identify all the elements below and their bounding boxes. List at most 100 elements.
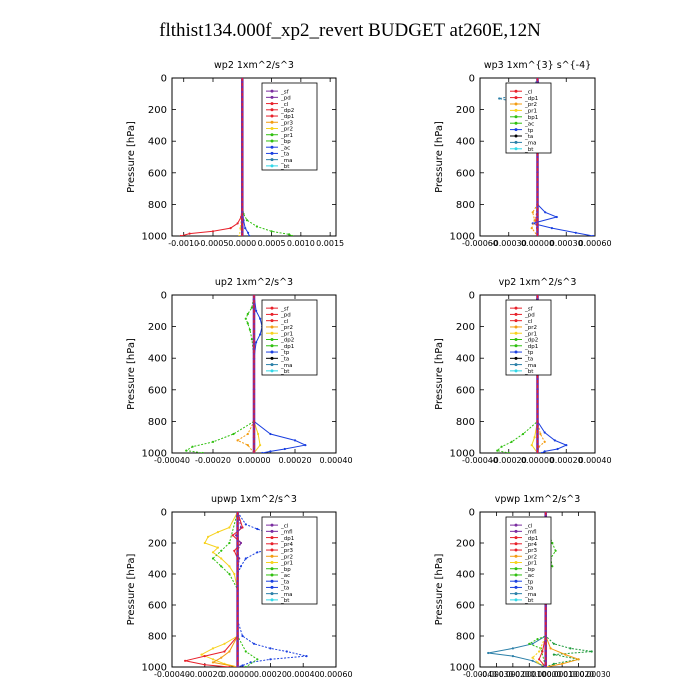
series-point	[565, 444, 568, 447]
y-tick-label: 400	[456, 570, 475, 581]
y-tick-label: 1000	[142, 449, 167, 460]
legend: _sf_pd_cl_pr2_pr1_dp2_dp1_tp_ta_ma_bt	[505, 299, 552, 376]
series-point	[553, 439, 556, 442]
y-tick-label: 400	[456, 137, 475, 148]
legend-marker	[270, 120, 274, 124]
y-tick-label: 800	[148, 417, 167, 428]
series-point	[533, 219, 536, 222]
series-point	[305, 655, 308, 658]
series-point	[228, 665, 231, 667]
legend: _cl_mfl_dp1_pr4_pr3_pr2_pr1_bp_ac_tp_ta_…	[505, 516, 552, 605]
chart-title: upwp 1xm^2/s^3	[211, 494, 297, 505]
y-axis-label: Pressure [hPa]	[434, 121, 445, 193]
x-tick-label: 0.00040	[319, 456, 352, 465]
series-point	[228, 526, 231, 529]
y-tick-label: 1000	[450, 232, 475, 243]
chart-title: wp3 1xm^{3} s^{-4}	[484, 60, 591, 71]
legend-label: _mfl	[280, 530, 293, 536]
legend-label: _ta	[280, 579, 289, 585]
legend-label: _ac	[280, 573, 290, 579]
legend-marker	[514, 134, 518, 138]
legend-label: _pr2	[524, 102, 537, 108]
series-point	[185, 449, 188, 452]
x-tick-label: -0.00030	[491, 239, 527, 248]
legend-label: _ma	[524, 363, 536, 369]
series-point	[541, 650, 544, 653]
series-point	[269, 658, 272, 661]
series-point	[246, 322, 249, 325]
legend-marker	[270, 579, 274, 583]
legend-marker	[514, 306, 518, 310]
legend-marker	[514, 325, 518, 329]
series-point	[211, 551, 215, 554]
y-tick-label: 0	[161, 291, 167, 302]
legend-marker	[514, 108, 518, 112]
legend-marker	[514, 579, 518, 583]
series-point	[239, 565, 242, 568]
series-point	[556, 447, 559, 451]
legend-marker	[270, 598, 274, 602]
series-point	[538, 650, 541, 653]
legend-marker	[514, 585, 518, 589]
legend-marker	[270, 108, 274, 112]
legend-marker	[514, 356, 518, 360]
x-tick-label: -0.00040	[463, 670, 497, 679]
legend-label: _ta	[524, 134, 533, 140]
legend-label: _bt	[280, 369, 290, 375]
legend-label: _pd	[524, 313, 535, 319]
legend-marker	[270, 561, 274, 564]
series-point	[538, 658, 541, 661]
x-tick-label: -0.00020	[496, 670, 530, 679]
legend-label: _bt	[280, 598, 290, 604]
legend-label: _pr2	[524, 325, 537, 331]
series-point	[220, 565, 223, 568]
legend-marker	[270, 585, 274, 589]
series-point	[543, 431, 546, 434]
legend-marker	[270, 344, 274, 348]
x-tick-label: -0.00040	[154, 670, 190, 679]
legend-marker	[514, 363, 518, 367]
legend-marker	[514, 344, 518, 348]
legend-marker	[514, 542, 518, 546]
legend-label: _sf	[280, 306, 290, 312]
legend-marker	[514, 96, 518, 100]
legend-label: _cl	[524, 319, 533, 325]
series-point	[207, 535, 210, 538]
legend-label: _bp1	[524, 115, 538, 121]
x-tick-label: 0.00000	[521, 239, 554, 248]
legend-label: _ma	[524, 592, 536, 598]
legend-marker	[514, 331, 518, 335]
series-point	[231, 534, 234, 537]
y-axis-label: Pressure [hPa]	[434, 554, 445, 626]
series-point	[536, 661, 539, 664]
legend-label: _pd	[280, 96, 291, 102]
series-point	[241, 634, 244, 638]
legend-marker	[270, 127, 274, 130]
series-point	[200, 653, 203, 656]
y-tick-label: 0	[469, 508, 475, 519]
legend-marker	[514, 554, 518, 558]
series-point	[248, 234, 251, 236]
series-point	[229, 227, 232, 230]
series-point	[531, 656, 534, 659]
series-point	[500, 445, 503, 448]
series-point	[252, 642, 256, 645]
legend-marker	[514, 573, 518, 577]
x-tick-label: -0.00010	[512, 670, 546, 679]
x-tick-label: 0.00020	[550, 456, 583, 465]
legend-marker	[270, 158, 274, 162]
series-point	[259, 317, 262, 320]
series-point	[236, 222, 239, 225]
series-point	[531, 211, 534, 214]
series-line-yellow	[200, 512, 239, 667]
series-point	[220, 549, 223, 552]
legend-marker	[514, 102, 518, 106]
series-point	[257, 432, 260, 436]
legend-label: _pr1	[524, 331, 537, 337]
legend-marker	[514, 140, 518, 144]
legend-label: _ta	[280, 152, 289, 158]
legend-marker	[270, 312, 274, 316]
series-point	[269, 432, 272, 436]
legend-label: _pr2	[280, 554, 293, 560]
legend-marker	[514, 147, 518, 151]
